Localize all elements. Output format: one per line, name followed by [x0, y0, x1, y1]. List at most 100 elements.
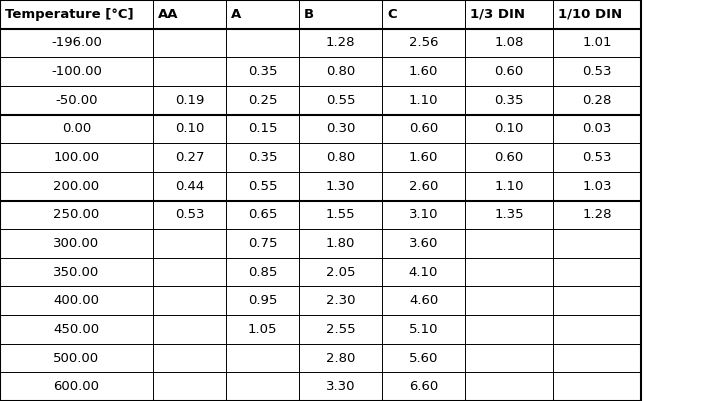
Text: 1.60: 1.60	[409, 65, 438, 78]
Bar	[153, 344, 226, 373]
Bar	[226, 57, 299, 86]
Text: 2.60: 2.60	[409, 180, 438, 192]
Bar	[465, 229, 553, 258]
Text: 0.60: 0.60	[409, 122, 438, 136]
Bar	[382, 172, 465, 200]
Bar	[299, 0, 382, 28]
Text: 0.75: 0.75	[247, 237, 278, 250]
Text: 3.60: 3.60	[409, 237, 438, 250]
Bar	[553, 200, 641, 229]
Text: -50.00: -50.00	[55, 94, 97, 107]
Bar	[465, 28, 553, 57]
Bar	[553, 57, 641, 86]
Bar	[0, 229, 153, 258]
Text: 4.10: 4.10	[409, 265, 438, 279]
Text: 300.00: 300.00	[53, 237, 100, 250]
Text: 0.27: 0.27	[175, 151, 204, 164]
Text: -100.00: -100.00	[51, 65, 102, 78]
Text: 1.10: 1.10	[494, 180, 524, 192]
Text: 0.30: 0.30	[326, 122, 355, 136]
Text: 2.56: 2.56	[409, 36, 438, 49]
Bar	[465, 143, 553, 172]
Text: -196.00: -196.00	[51, 36, 102, 49]
Bar	[382, 315, 465, 344]
Bar	[153, 373, 226, 401]
Bar	[382, 286, 465, 315]
Bar	[0, 258, 153, 286]
Bar	[299, 172, 382, 200]
Text: 0.95: 0.95	[248, 294, 277, 307]
Bar	[0, 57, 153, 86]
Text: 1.05: 1.05	[247, 323, 278, 336]
Bar	[299, 115, 382, 143]
Bar	[153, 258, 226, 286]
Bar	[153, 0, 226, 28]
Bar	[553, 229, 641, 258]
Text: 500.00: 500.00	[53, 352, 100, 365]
Text: 6.60: 6.60	[409, 380, 438, 393]
Text: 0.60: 0.60	[494, 151, 524, 164]
Bar	[382, 86, 465, 115]
Text: B: B	[304, 8, 314, 21]
Text: 0.55: 0.55	[326, 94, 355, 107]
Bar	[299, 229, 382, 258]
Bar	[0, 0, 153, 28]
Text: 0.35: 0.35	[494, 94, 524, 107]
Bar	[382, 28, 465, 57]
Text: 0.80: 0.80	[326, 65, 355, 78]
Bar	[153, 57, 226, 86]
Bar	[0, 286, 153, 315]
Text: 250.00: 250.00	[53, 209, 100, 221]
Bar	[299, 344, 382, 373]
Text: 5.60: 5.60	[409, 352, 438, 365]
Bar	[465, 115, 553, 143]
Bar	[226, 28, 299, 57]
Bar	[382, 200, 465, 229]
Text: 3.30: 3.30	[326, 380, 355, 393]
Bar	[553, 28, 641, 57]
Bar	[553, 286, 641, 315]
Bar	[465, 286, 553, 315]
Text: 0.03: 0.03	[583, 122, 612, 136]
Bar	[0, 143, 153, 172]
Bar	[465, 86, 553, 115]
Bar	[153, 172, 226, 200]
Text: Temperature [°C]: Temperature [°C]	[5, 8, 134, 21]
Bar	[299, 258, 382, 286]
Bar	[382, 57, 465, 86]
Bar	[226, 286, 299, 315]
Bar	[153, 315, 226, 344]
Bar	[0, 373, 153, 401]
Bar	[153, 115, 226, 143]
Bar	[465, 57, 553, 86]
Text: 350.00: 350.00	[53, 265, 100, 279]
Text: 1/10 DIN: 1/10 DIN	[558, 8, 622, 21]
Bar	[553, 115, 641, 143]
Bar	[382, 143, 465, 172]
Bar	[153, 28, 226, 57]
Bar	[0, 28, 153, 57]
Bar	[553, 172, 641, 200]
Bar	[382, 344, 465, 373]
Text: 0.55: 0.55	[247, 180, 278, 192]
Bar	[153, 200, 226, 229]
Bar	[465, 258, 553, 286]
Text: 1.28: 1.28	[326, 36, 355, 49]
Bar	[553, 0, 641, 28]
Bar	[226, 86, 299, 115]
Text: 0.28: 0.28	[583, 94, 612, 107]
Text: 4.60: 4.60	[409, 294, 438, 307]
Bar	[0, 200, 153, 229]
Text: 0.00: 0.00	[62, 122, 91, 136]
Text: 0.10: 0.10	[175, 122, 204, 136]
Bar	[299, 373, 382, 401]
Bar	[382, 373, 465, 401]
Text: 0.53: 0.53	[175, 209, 204, 221]
Text: 0.85: 0.85	[248, 265, 277, 279]
Text: 0.65: 0.65	[248, 209, 277, 221]
Text: 1.10: 1.10	[409, 94, 438, 107]
Bar	[0, 315, 153, 344]
Text: 0.15: 0.15	[247, 122, 278, 136]
Text: 0.53: 0.53	[583, 151, 612, 164]
Bar	[299, 286, 382, 315]
